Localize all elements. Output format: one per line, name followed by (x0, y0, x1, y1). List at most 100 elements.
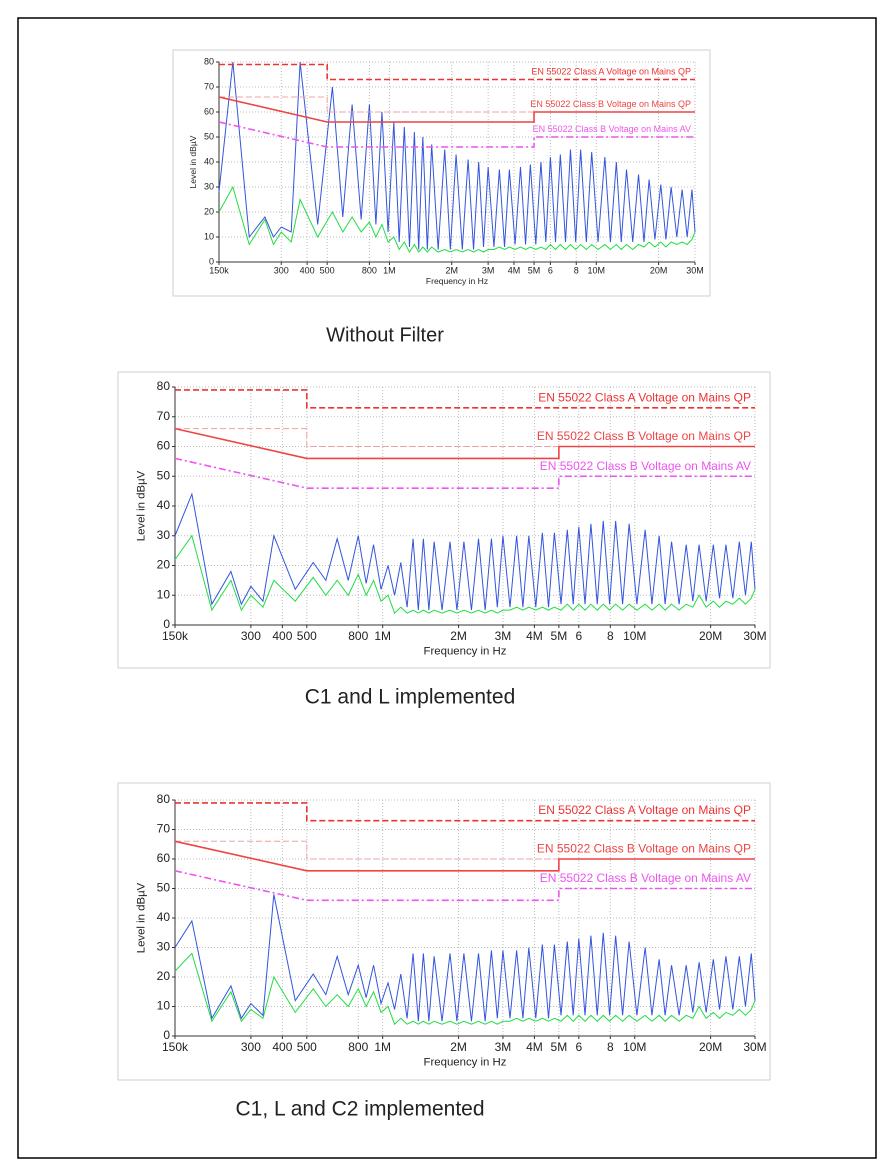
series-line (175, 428, 755, 447)
series-line (219, 96, 695, 113)
y-tick-label: 70 (157, 409, 171, 423)
series-line (175, 840, 755, 860)
x-tick-label: 1M (383, 265, 396, 275)
y-tick-label: 80 (204, 56, 214, 66)
y-tick-label: 20 (157, 558, 171, 572)
x-tick-label: 30M (743, 629, 766, 643)
series-line (175, 389, 755, 409)
y-tick-label: 10 (157, 999, 171, 1013)
y-tick-label: 60 (157, 439, 171, 453)
y-tick-label: 0 (163, 617, 170, 631)
y-tick-label: 40 (157, 498, 171, 512)
limit-label: EN 55022 Class A Voltage on Mains QP (538, 803, 751, 817)
limit-label: EN 55022 Class B Voltage on Mains QP (530, 99, 691, 109)
x-tick-label: 10M (623, 1040, 646, 1054)
x-tick-label: 6 (548, 265, 553, 275)
x-axis-label: Frequency in Hz (424, 1056, 507, 1068)
series-line (174, 870, 755, 902)
x-axis-label: Frequency in Hz (424, 645, 507, 657)
x-tick-label: 300 (241, 1040, 261, 1054)
x-tick-label: 3M (495, 629, 512, 643)
series-line (218, 185, 696, 253)
chart: 0 10 20 30 40 50 60 70 80 150k 300 400 500 800 1M 2M 3M 4… (117, 371, 771, 709)
x-tick-label: 30M (743, 1040, 766, 1054)
series-line (219, 63, 695, 81)
x-tick-label: 6 (575, 629, 582, 643)
x-tick-label: 8 (574, 265, 579, 275)
x-tick-label: 2M (450, 629, 467, 643)
x-tick-label: 20M (699, 1040, 722, 1054)
x-tick-label: 1M (374, 629, 391, 643)
series-line (218, 121, 695, 148)
y-tick-label: 20 (157, 969, 171, 983)
y-tick-label: 10 (204, 231, 214, 241)
limit-label: EN 55022 Class B Voltage on Mains AV (540, 459, 751, 473)
y-axis-label: Level in dBµV (188, 135, 198, 188)
x-tick-label: 500 (320, 265, 335, 275)
chart: 0 10 20 30 40 50 60 70 80 150k 300 400 500 800 1M 2M 3M 4… (117, 782, 771, 1121)
caption: Without Filter (326, 324, 444, 346)
x-tick-label: 1M (374, 1040, 391, 1054)
x-tick-label: 20M (650, 265, 668, 275)
x-tick-label: 400 (272, 1040, 292, 1054)
x-tick-label: 10M (623, 629, 646, 643)
series-line (174, 534, 756, 614)
x-tick-label: 4M (526, 1040, 543, 1054)
limit-label: EN 55022 Class B Voltage on Mains QP (537, 429, 751, 443)
y-tick-label: 30 (157, 528, 171, 542)
chart-frame (117, 782, 771, 1081)
series-line (174, 427, 755, 460)
x-tick-label: 8 (607, 629, 614, 643)
series-line (174, 894, 756, 1022)
y-tick-label: 0 (163, 1028, 170, 1042)
caption: C1 and L implemented (305, 686, 516, 709)
x-axis-label: Frequency in Hz (426, 276, 488, 286)
x-tick-label: 400 (300, 265, 315, 275)
chart-frame (117, 371, 771, 669)
limit-label: EN 55022 Class B Voltage on Mains AV (540, 871, 751, 885)
x-tick-label: 800 (348, 1040, 368, 1054)
y-tick-label: 40 (204, 156, 214, 166)
y-tick-label: 50 (157, 881, 171, 895)
x-tick-label: 20M (699, 629, 722, 643)
y-tick-label: 60 (204, 106, 214, 116)
x-tick-label: 5M (551, 629, 568, 643)
x-tick-label: 300 (274, 265, 289, 275)
y-tick-label: 50 (204, 131, 214, 141)
y-tick-label: 60 (157, 851, 171, 865)
chart: 0 10 20 30 40 50 60 70 80 150k 300 400 500 800 1M 2M 3M 4… (172, 49, 711, 346)
series-line (218, 96, 695, 123)
x-tick-label: 400 (272, 629, 292, 643)
y-tick-label: 0 (209, 256, 214, 266)
x-tick-label: 500 (297, 629, 317, 643)
y-tick-label: 70 (157, 822, 171, 836)
x-tick-label: 150k (162, 1040, 189, 1054)
x-tick-label: 10M (588, 265, 606, 275)
x-tick-label: 800 (348, 629, 368, 643)
series-line (174, 457, 755, 489)
limit-label: EN 55022 Class A Voltage on Mains QP (531, 67, 691, 77)
y-axis-label: Level in dBµV (135, 882, 147, 953)
x-tick-label: 2M (445, 265, 458, 275)
limit-label: EN 55022 Class A Voltage on Mains QP (538, 390, 751, 404)
x-tick-label: 3M (482, 265, 495, 275)
x-tick-label: 2M (450, 1040, 467, 1054)
y-tick-label: 30 (204, 181, 214, 191)
x-tick-label: 150k (209, 265, 229, 275)
y-tick-label: 50 (157, 468, 171, 482)
limit-label: EN 55022 Class B Voltage on Mains QP (537, 842, 751, 856)
series-line (174, 952, 756, 1026)
series-line (218, 61, 696, 250)
x-tick-label: 5M (528, 265, 541, 275)
y-tick-label: 20 (204, 206, 214, 216)
chart-frame (172, 49, 711, 297)
x-tick-label: 300 (241, 629, 261, 643)
x-tick-label: 4M (526, 629, 543, 643)
x-tick-label: 500 (297, 1040, 317, 1054)
x-tick-label: 5M (551, 1040, 568, 1054)
y-tick-label: 70 (204, 81, 214, 91)
x-tick-label: 800 (362, 265, 377, 275)
y-axis-label: Level in dBµV (135, 470, 147, 541)
figure-border (17, 17, 877, 1159)
